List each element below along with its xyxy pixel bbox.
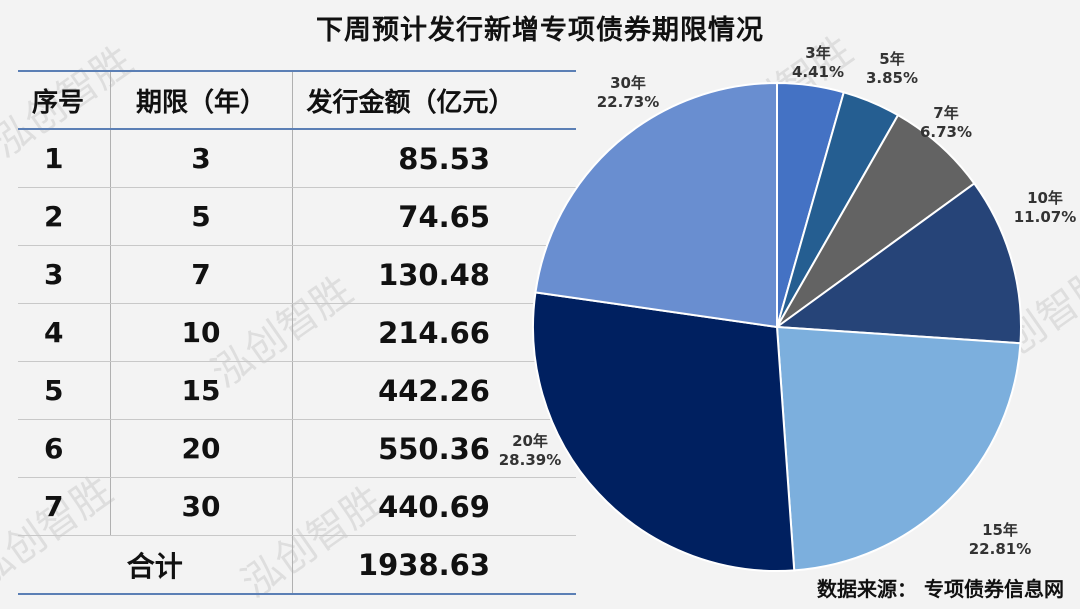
row-index: 2: [18, 187, 111, 246]
slice-label: 15年: [982, 521, 1018, 539]
row-term: 30: [110, 477, 293, 536]
table-row: 5 15 442.26: [18, 361, 576, 420]
row-index: 7: [18, 477, 111, 536]
total-label: 合计: [18, 535, 293, 595]
row-index: 1: [18, 129, 111, 188]
slice-percent: 6.73%: [920, 123, 972, 141]
table-row: 2 5 74.65: [18, 187, 576, 246]
slice-percent: 3.85%: [866, 69, 918, 87]
slice-label: 20年: [512, 432, 548, 450]
slice-label: 10年: [1027, 189, 1063, 207]
slice-label: 7年: [933, 104, 958, 122]
slice-label: 3年: [805, 44, 830, 62]
row-index: 4: [18, 303, 111, 362]
total-value: 1938.63: [292, 535, 576, 595]
row-index: 3: [18, 245, 111, 304]
header-amount: 发行金额（亿元）: [292, 70, 576, 130]
row-amount: 74.65: [292, 187, 576, 246]
table-row: 4 10 214.66: [18, 303, 576, 362]
header-index: 序号: [18, 70, 111, 130]
row-term: 7: [110, 245, 293, 304]
header-term: 期限（年）: [110, 70, 293, 130]
row-amount: 550.36: [292, 419, 576, 478]
row-term: 20: [110, 419, 293, 478]
pie-slice-10年: [774, 182, 1022, 345]
slice-percent: 11.07%: [1014, 208, 1076, 226]
row-amount: 85.53: [292, 129, 576, 188]
row-index: 6: [18, 419, 111, 478]
slice-percent: 22.73%: [597, 93, 659, 111]
row-amount: 440.69: [292, 477, 576, 536]
row-term: 5: [110, 187, 293, 246]
table-row: 7 30 440.69: [18, 477, 576, 536]
pie-slice-30年: [534, 81, 778, 329]
row-amount: 442.26: [292, 361, 576, 420]
table-row: 1 3 85.53: [18, 129, 576, 188]
row-term: 15: [110, 361, 293, 420]
slice-label: 5年: [879, 50, 904, 68]
pie-slice-15年: [775, 325, 1022, 572]
data-source: 数据来源： 专项债券信息网: [817, 577, 1064, 601]
issue-table: 序号 期限（年） 发行金额（亿元） 1 3 85.53 2 5 74.65 3 7 130.48…: [18, 70, 576, 595]
pie-slice-20年: [532, 291, 796, 572]
chart-title: 下周预计发行新增专项债券期限情况: [316, 15, 764, 46]
table-row: 6 20 550.36: [18, 419, 576, 478]
slice-label: 30年: [610, 74, 646, 92]
table-total-row: 合计 1938.63: [18, 535, 576, 595]
table-header-row: 序号 期限（年） 发行金额（亿元）: [18, 70, 576, 130]
row-amount: 130.48: [292, 245, 576, 304]
slice-percent: 4.41%: [792, 63, 844, 81]
slice-percent: 22.81%: [969, 540, 1031, 558]
slice-percent: 28.39%: [499, 451, 561, 469]
row-amount: 214.66: [292, 303, 576, 362]
table-row: 3 7 130.48: [18, 245, 576, 304]
row-index: 5: [18, 361, 111, 420]
row-term: 3: [110, 129, 293, 188]
row-term: 10: [110, 303, 293, 362]
